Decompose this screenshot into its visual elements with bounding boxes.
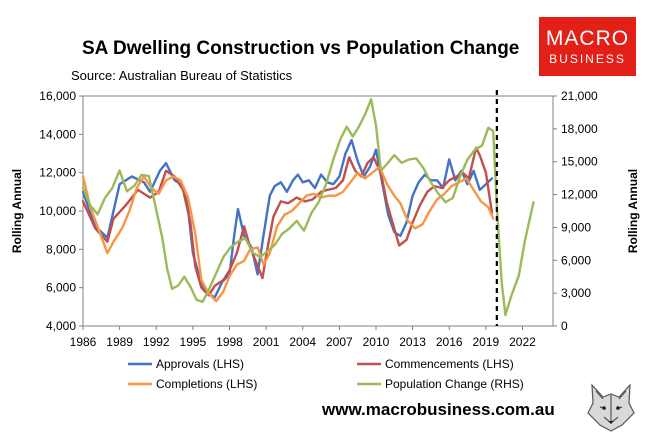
legend-label-commencements: Commencements (LHS) [385, 357, 514, 371]
y-right-tick-label: 0 [561, 319, 568, 333]
y-left-tick-label: 6,000 [46, 281, 76, 295]
x-tick-label: 2007 [326, 335, 353, 349]
website-url: www.macrobusiness.com.au [322, 400, 555, 419]
y-left-axis-title: Rolling Annual [10, 169, 24, 253]
series-line-population [81, 98, 535, 317]
series-line-completions [81, 165, 495, 303]
y-right-tick-label: 9,000 [561, 220, 591, 234]
macrobusiness-logo: MACRO BUSINESS [539, 17, 636, 76]
x-tick-label: 2004 [289, 335, 316, 349]
y-right-tick-label: 18,000 [561, 122, 598, 136]
x-tick-label: 2013 [399, 335, 426, 349]
wolf-head-icon [587, 383, 635, 432]
y-right-tick-label: 21,000 [561, 89, 598, 103]
y-right-tick-label: 15,000 [561, 155, 598, 169]
plot-area [82, 95, 554, 327]
x-tick-label: 2019 [473, 335, 500, 349]
y-left-tick-label: 8,000 [46, 242, 76, 256]
legend-label-approvals: Approvals (LHS) [156, 357, 244, 371]
x-tick-label: 2016 [436, 335, 463, 349]
logo-text-macro: MACRO [545, 26, 630, 50]
x-tick-label: 1992 [143, 335, 170, 349]
logo-text-business: BUSINESS [549, 51, 626, 66]
series-line-approvals [81, 138, 494, 299]
x-tick-label: 2001 [253, 335, 280, 349]
x-tick-label: 2010 [363, 335, 390, 349]
y-right-axis-title: Rolling Annual [626, 169, 640, 253]
series-line-commencements [81, 146, 494, 297]
x-tick-label: 2022 [509, 335, 536, 349]
x-tick-label: 1995 [180, 335, 207, 349]
y-left-tick-label: 14,000 [39, 127, 76, 141]
x-tick-label: 1986 [70, 335, 97, 349]
y-right-tick-label: 6,000 [561, 253, 591, 267]
y-left-tick-label: 4,000 [46, 319, 76, 333]
y-right-tick-label: 12,000 [561, 188, 598, 202]
y-left-tick-label: 10,000 [39, 204, 76, 218]
y-right-tick-label: 3,000 [561, 286, 591, 300]
chart-subtitle: Source: Australian Bureau of Statistics [71, 68, 293, 83]
legend-label-completions: Completions (LHS) [156, 377, 257, 391]
legend-label-population: Population Change (RHS) [385, 377, 524, 391]
x-tick-label: 1989 [106, 335, 133, 349]
y-left-tick-label: 16,000 [39, 89, 76, 103]
y-left-tick-label: 12,000 [39, 166, 76, 180]
chart-title: SA Dwelling Construction vs Population C… [82, 38, 520, 59]
x-tick-label: 1998 [216, 335, 243, 349]
